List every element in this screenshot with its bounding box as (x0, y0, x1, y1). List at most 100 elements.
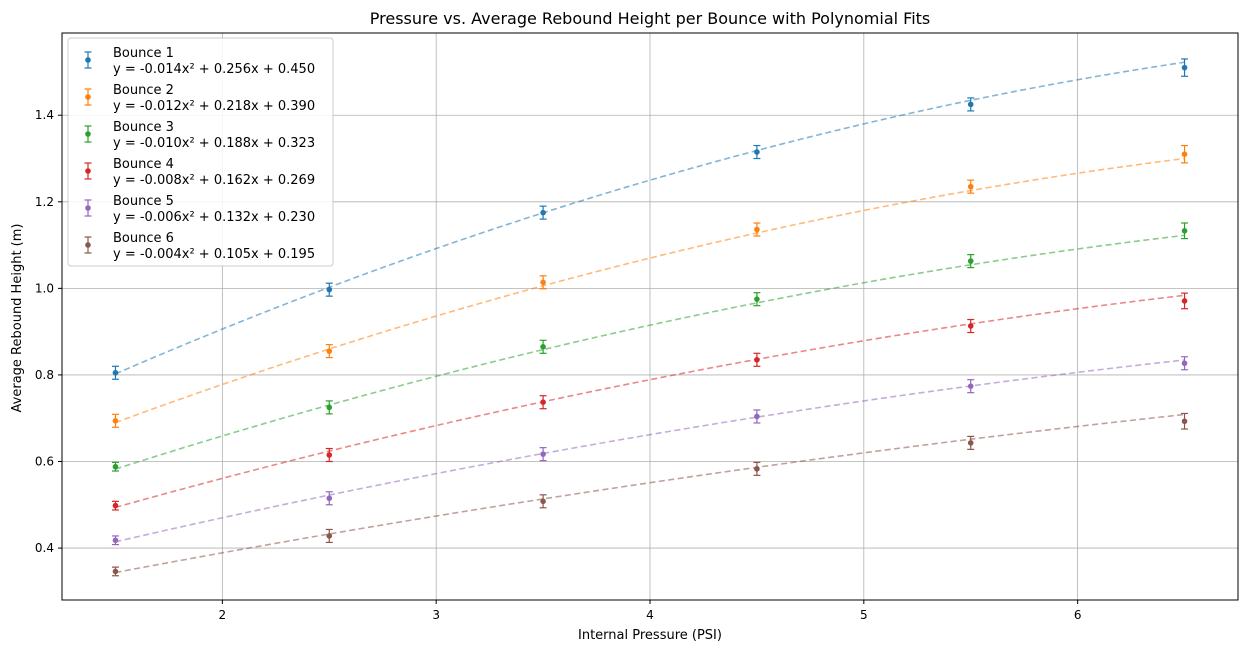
data-point-bounce-3 (111, 461, 119, 472)
marker (967, 440, 974, 446)
data-point-bounce-6 (1181, 412, 1189, 430)
legend-fit-equation: y = -0.010x² + 0.188x + 0.323 (113, 136, 315, 151)
data-point-bounce-1 (539, 205, 547, 220)
marker (112, 568, 119, 575)
x-tick-label: 6 (1074, 608, 1082, 622)
legend: Bounce 1y = -0.014x² + 0.256x + 0.450Bou… (67, 37, 334, 267)
data-point-bounce-6 (325, 528, 333, 544)
legend-series-name: Bounce 1 (113, 46, 174, 61)
data-point-bounce-5 (753, 409, 761, 424)
legend-marker (85, 131, 91, 137)
marker (754, 413, 760, 420)
data-point-bounce-4 (753, 352, 761, 367)
data-points (111, 58, 1189, 577)
y-tick-label: 1.0 (35, 281, 54, 295)
fit-curve-bounce-6 (115, 413, 1185, 574)
x-tick-label: 2 (219, 608, 227, 622)
marker (326, 404, 333, 411)
legend-fit-equation: y = -0.012x² + 0.218x + 0.390 (113, 99, 315, 114)
fit-curve-bounce-5 (115, 359, 1185, 543)
legend-fit-equation: y = -0.014x² + 0.256x + 0.450 (113, 62, 315, 77)
marker (540, 498, 546, 505)
marker (540, 451, 546, 457)
chart-title: Pressure vs. Average Rebound Height per … (370, 9, 931, 28)
data-point-bounce-5 (1181, 356, 1189, 371)
data-point-bounce-5 (325, 491, 333, 506)
legend-entry-bounce-6: Bounce 6y = -0.004x² + 0.105x + 0.195 (84, 231, 315, 262)
data-point-bounce-6 (539, 494, 547, 509)
y-tick-label: 0.8 (35, 368, 54, 382)
data-point-bounce-6 (111, 566, 119, 577)
x-tick-label: 3 (432, 608, 440, 622)
marker (112, 537, 119, 544)
marker (540, 399, 546, 405)
data-point-bounce-4 (967, 318, 975, 334)
x-axis-ticks: 2 3 4 5 6 (219, 600, 1082, 622)
fit-curve-bounce-4 (115, 294, 1185, 509)
marker (112, 463, 119, 470)
marker (326, 452, 333, 458)
marker (967, 383, 974, 389)
marker (540, 279, 546, 286)
legend-entry-bounce-1: Bounce 1y = -0.014x² + 0.256x + 0.450 (84, 46, 315, 77)
legend-entry-bounce-5: Bounce 5y = -0.006x² + 0.132x + 0.230 (84, 194, 315, 225)
marker (754, 226, 760, 233)
marker (967, 183, 974, 190)
data-point-bounce-3 (325, 400, 333, 415)
data-point-bounce-5 (539, 447, 547, 462)
marker (1181, 298, 1188, 304)
marker (112, 369, 119, 376)
data-point-bounce-2 (1181, 144, 1189, 164)
data-point-bounce-2 (753, 222, 761, 237)
marker (1181, 64, 1188, 71)
fit-curves (115, 61, 1185, 574)
fit-curve-bounce-1 (115, 61, 1185, 375)
data-point-bounce-1 (967, 97, 975, 112)
marker (1181, 151, 1188, 157)
fit-curve-bounce-3 (115, 234, 1185, 470)
x-axis-label: Internal Pressure (PSI) (578, 628, 722, 643)
data-point-bounce-2 (111, 413, 119, 428)
legend-entry-bounce-3: Bounce 3y = -0.010x² + 0.188x + 0.323 (84, 120, 315, 151)
x-tick-label: 5 (860, 608, 868, 622)
data-point-bounce-5 (111, 535, 119, 546)
marker (754, 296, 760, 302)
data-point-bounce-2 (325, 344, 333, 359)
data-point-bounce-4 (111, 500, 119, 511)
legend-box (67, 37, 334, 267)
marker (326, 348, 333, 354)
marker (967, 323, 974, 329)
data-point-bounce-4 (1181, 292, 1189, 310)
legend-marker (85, 242, 91, 248)
data-point-bounce-2 (967, 179, 975, 194)
data-point-bounce-4 (539, 395, 547, 410)
marker (326, 495, 333, 502)
legend-fit-equation: y = -0.008x² + 0.162x + 0.269 (113, 173, 315, 188)
data-point-bounce-1 (1181, 58, 1189, 77)
marker (1181, 228, 1188, 234)
legend-marker (85, 205, 91, 211)
marker (754, 466, 760, 472)
marker (1181, 360, 1188, 367)
marker (326, 533, 333, 539)
legend-series-name: Bounce 6 (113, 231, 174, 246)
legend-marker (85, 168, 91, 174)
marker (967, 101, 974, 108)
marker (1181, 418, 1188, 425)
x-tick-label: 4 (646, 608, 654, 622)
y-axis-label: Average Rebound Height (m) (10, 224, 25, 413)
data-point-bounce-3 (539, 339, 547, 354)
y-tick-label: 1.4 (35, 108, 54, 122)
legend-series-name: Bounce 2 (113, 83, 174, 98)
data-point-bounce-5 (967, 379, 975, 394)
marker (540, 209, 546, 216)
marker (754, 356, 760, 363)
marker (326, 286, 333, 293)
legend-fit-equation: y = -0.006x² + 0.132x + 0.230 (113, 210, 315, 225)
legend-entry-bounce-4: Bounce 4y = -0.008x² + 0.162x + 0.269 (84, 157, 315, 188)
data-point-bounce-6 (967, 435, 975, 450)
y-tick-label: 1.2 (35, 195, 54, 209)
data-point-bounce-6 (753, 461, 761, 476)
legend-entry-bounce-2: Bounce 2y = -0.012x² + 0.218x + 0.390 (84, 83, 315, 114)
